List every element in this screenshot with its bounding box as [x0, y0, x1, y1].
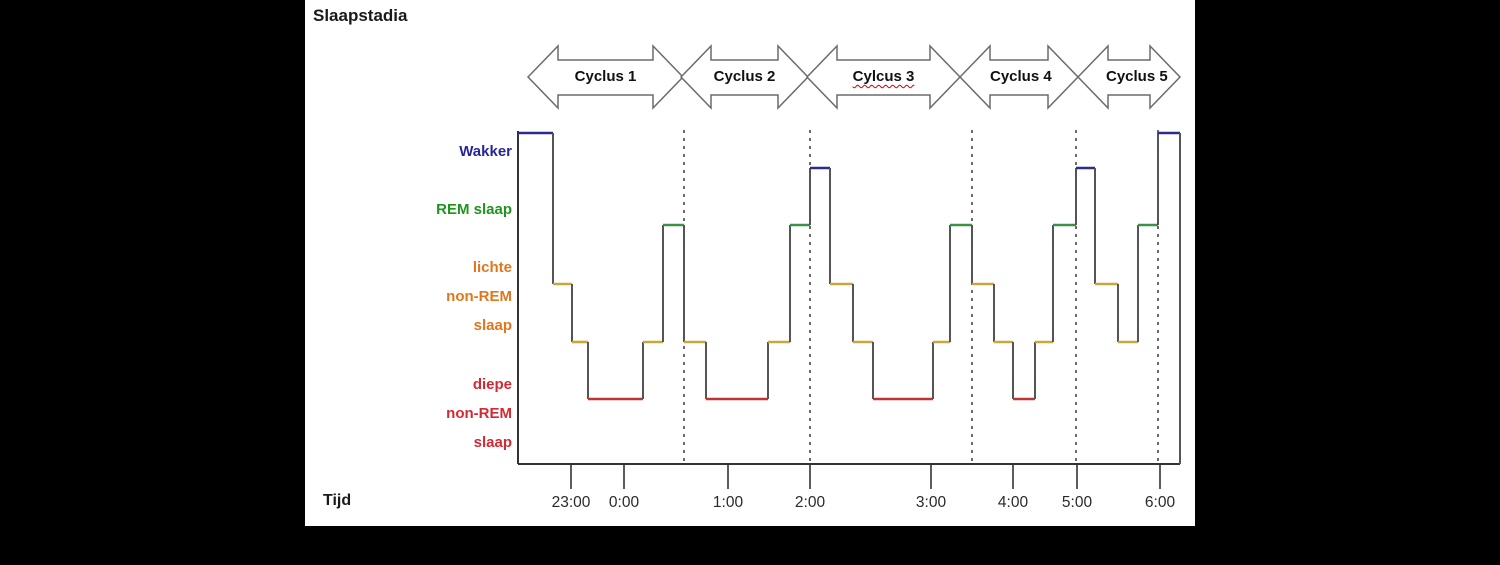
x-tick-label: 4:00	[998, 494, 1029, 511]
stage-label-diepe: diepe	[472, 376, 512, 393]
cycle-arrow-label-4: Cyclus 4	[990, 68, 1052, 85]
hypnogram-chart: 23:00 0:00 1:00 2:00 3:00 4:00 5:00 6:00	[517, 44, 1182, 511]
cycle-arrow-label-5: Cyclus 5	[1106, 68, 1168, 85]
stage-label-diepe-slaap: slaap	[473, 434, 512, 451]
cycle-arrow-5	[1076, 44, 1182, 110]
x-tick-label: 5:00	[1062, 494, 1093, 511]
x-tick-label: 1:00	[713, 494, 744, 511]
stage-label-rem-slaap: REM slaap	[436, 201, 512, 218]
x-tick-label: 23:00	[552, 494, 591, 511]
cycle-arrow-label-2: Cyclus 2	[713, 68, 776, 85]
x-tick-label: 0:00	[609, 494, 640, 511]
x-tick-label: 6:00	[1145, 494, 1176, 511]
stage-label-diepe-non-rem: non-REM	[446, 405, 512, 422]
sleep-stages-diagram: Slaapstadia 23:00 0:00 1:00 2:00 3:00 4:00 5:0…	[305, 0, 1195, 526]
stage-label-wakker: Wakker	[459, 143, 512, 160]
x-tick-label: 3:00	[916, 494, 947, 511]
stage-label-lichte-non-rem: non-REM	[446, 288, 512, 305]
cycle-arrow-label-1: Cyclus 1	[574, 68, 637, 85]
page-title: Slaapstadia	[313, 6, 408, 25]
x-axis-title: Tijd	[323, 492, 352, 509]
stage-label-lichte-slaap: slaap	[473, 317, 512, 334]
cycle-arrow-label-3: Cylcus 3	[852, 68, 915, 85]
stage-label-lichte: lichte	[472, 259, 512, 276]
x-tick-label: 2:00	[795, 494, 826, 511]
